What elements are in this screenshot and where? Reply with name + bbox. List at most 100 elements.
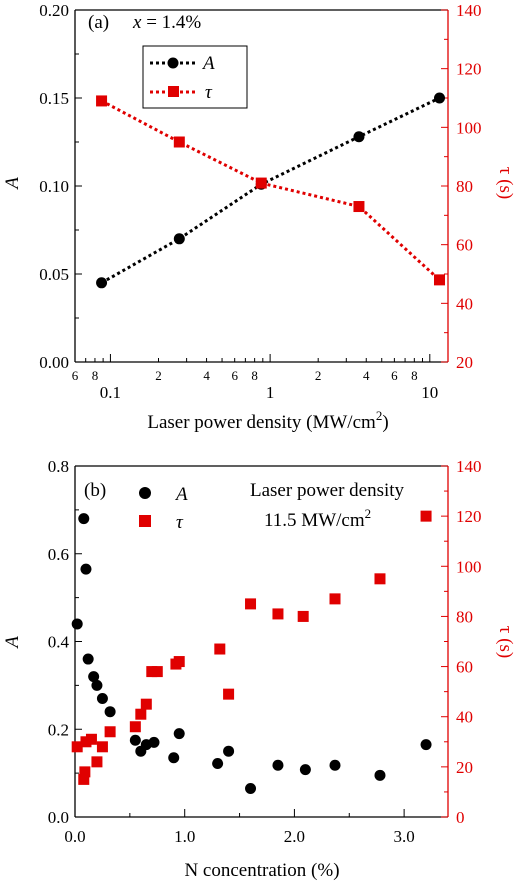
panel-a-xtick-minor-label: 8 xyxy=(411,368,418,383)
legend-b-marker-tau xyxy=(139,515,151,527)
panel-a-ylabel-left: A xyxy=(2,177,23,191)
panel-b-ytick-right-label: 60 xyxy=(456,658,473,677)
panel-b-point-A xyxy=(91,679,103,691)
panel-b-xtick-label: 2.0 xyxy=(284,827,305,846)
panel-b-point-tau xyxy=(71,741,83,753)
panel-a-ticks: 0.00 0.05 0.10 0.15 0.20 20 40 60 80 100 120 140 0.1… xyxy=(39,1,481,402)
panel-b-point-A xyxy=(80,563,92,575)
panel-b-point-tau xyxy=(272,608,284,620)
panel-b-point-A xyxy=(173,728,185,740)
panel-a-ytick-right-label: 100 xyxy=(456,118,482,137)
panel-b-point-A xyxy=(212,757,224,769)
panel-b-xtick-label: 3.0 xyxy=(393,827,414,846)
panel-a-xtick-label: 10 xyxy=(421,383,438,402)
panel-a-ylabel-right: τ (s) xyxy=(495,167,516,199)
panel-a-xtick-minor-label: 2 xyxy=(315,368,322,383)
panel-b-point-tau xyxy=(223,688,235,700)
panel-a-ytick-left-label: 0.05 xyxy=(39,265,69,284)
panel-a-annotation: x = 1.4% xyxy=(132,12,201,33)
legend-b-label-tau: τ xyxy=(176,512,184,533)
panel-b-point-tau xyxy=(420,510,432,522)
panel-a-point-A xyxy=(96,277,108,289)
panel-a-series-line-A xyxy=(100,96,441,285)
panel-a-xtick-minor-label: 6 xyxy=(72,368,79,383)
panel-b-axes-frame xyxy=(74,465,449,818)
panel-b-label: (b) xyxy=(84,480,106,501)
legend-a-marker-A xyxy=(167,57,179,69)
panel-a-ytick-left-label: 0.00 xyxy=(39,353,69,372)
panel-b-point-A xyxy=(223,745,235,757)
panel-a-xtick-label: 1 xyxy=(266,383,275,402)
panel-b-point-A xyxy=(148,736,160,748)
panel-a-point-A xyxy=(353,131,365,143)
panel-b-ytick-left-label: 0.2 xyxy=(48,720,69,739)
panel-a-markers xyxy=(96,92,445,289)
panel-b-point-A xyxy=(168,752,180,764)
panel-b-ytick-left-label: 0.8 xyxy=(48,457,69,476)
panel-b-point-A xyxy=(88,671,100,683)
panel-a-xtick-label: 0.1 xyxy=(100,383,121,402)
panel-a-point-A xyxy=(433,92,445,104)
panel-a-point-tau xyxy=(353,201,365,213)
panel-b-point-tau xyxy=(374,573,386,585)
panel-b-ylabel-right: τ (s) xyxy=(495,626,516,658)
panel-b-point-tau xyxy=(297,610,309,622)
panel-b-point-tau xyxy=(104,726,116,738)
panel-a-point-A xyxy=(173,233,185,245)
panel-b-point-A xyxy=(299,764,311,776)
panel-a-xlabel: Laser power density (MW/cm2) xyxy=(147,408,388,433)
panel-b-point-A xyxy=(374,769,386,781)
legend-a-label-A: A xyxy=(201,53,215,74)
panel-b-point-tau xyxy=(78,773,90,785)
panel-b-point-tau xyxy=(214,643,226,655)
panel-a-xtick-minor-label: 2 xyxy=(155,368,162,383)
panel-b-point-A xyxy=(245,782,257,794)
panel-b-ytick-right-label: 140 xyxy=(456,457,482,476)
panel-b-point-tau xyxy=(151,666,163,678)
panel-a-xtick-minor-label: 8 xyxy=(92,368,99,383)
panel-b: 0.0 0.2 0.4 0.6 0.8 0 20 40 60 80 100 120 140 0.0 1.0 2… xyxy=(2,457,516,881)
panel-b-point-tau xyxy=(329,593,341,605)
panel-b-point-A xyxy=(96,693,108,705)
panel-a-xtick-minor-label: 6 xyxy=(391,368,398,383)
panel-b-ytick-left-label: 0.6 xyxy=(48,545,69,564)
panel-b-point-tau xyxy=(96,741,108,753)
panel-b-ytick-right-label: 0 xyxy=(456,808,465,827)
panel-b-ylabel-left: A xyxy=(2,636,23,650)
panel-a-ytick-right-label: 140 xyxy=(456,1,482,20)
panel-a-ytick-right-label: 60 xyxy=(456,236,473,255)
panel-b-ytick-left-label: 0.4 xyxy=(48,633,70,652)
panel-b-xtick-label: 1.0 xyxy=(174,827,195,846)
panel-b-point-tau xyxy=(173,656,185,668)
panel-a-xtick-minor-label: 6 xyxy=(231,368,238,383)
panel-a-legend: A τ xyxy=(142,45,248,109)
panel-b-legend: A τ xyxy=(139,484,188,533)
panel-a-ytick-right-label: 20 xyxy=(456,353,473,372)
panel-b-point-A xyxy=(420,739,432,751)
panel-b-ticks: 0.0 0.2 0.4 0.6 0.8 0 20 40 60 80 100 120 140 0.0 1.0 2… xyxy=(48,457,482,846)
panel-b-point-A xyxy=(82,653,94,665)
panel-a-xtick-minor-label: 8 xyxy=(251,368,258,383)
panel-a-point-tau xyxy=(96,95,108,107)
legend-a-marker-tau xyxy=(168,86,179,97)
panel-b-point-tau xyxy=(79,766,91,778)
panel-a-point-tau xyxy=(173,136,185,148)
panel-a-point-tau xyxy=(255,177,267,189)
panel-b-point-A xyxy=(78,513,90,525)
panel-a-ytick-right-label: 40 xyxy=(456,294,473,313)
panel-b-ytick-left-label: 0.0 xyxy=(48,808,69,827)
panel-b-ytick-right-label: 20 xyxy=(456,758,473,777)
panel-a-series-lines xyxy=(100,96,441,285)
panel-a-ytick-left-label: 0.15 xyxy=(39,89,69,108)
panel-a-ytick-right-label: 80 xyxy=(456,177,473,196)
panel-b-point-A xyxy=(129,734,141,746)
panel-a-label: (a) xyxy=(88,12,109,33)
panel-b-point-tau xyxy=(135,708,147,720)
panel-a-xtick-minor-label: 4 xyxy=(363,368,370,383)
panel-b-point-tau xyxy=(245,598,257,610)
panel-b-ytick-right-label: 120 xyxy=(456,507,482,526)
panel-b-ytick-right-label: 80 xyxy=(456,607,473,626)
panel-b-point-A xyxy=(71,618,83,630)
panel-b-xlabel: N concentration (%) xyxy=(184,860,339,881)
